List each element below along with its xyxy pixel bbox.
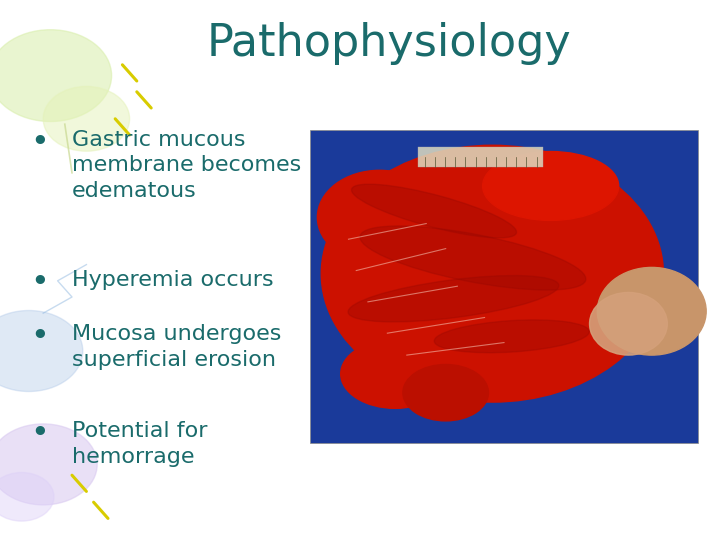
- Text: Gastric mucous
membrane becomes
edematous: Gastric mucous membrane becomes edematou…: [72, 130, 301, 201]
- Circle shape: [0, 424, 97, 505]
- FancyBboxPatch shape: [418, 147, 543, 167]
- Ellipse shape: [434, 320, 589, 353]
- Circle shape: [0, 310, 83, 392]
- Ellipse shape: [403, 364, 488, 421]
- Circle shape: [0, 472, 54, 521]
- Circle shape: [43, 86, 130, 151]
- Ellipse shape: [348, 275, 559, 322]
- Ellipse shape: [598, 267, 706, 355]
- Ellipse shape: [590, 293, 667, 355]
- Text: •: •: [31, 270, 48, 296]
- Ellipse shape: [318, 170, 442, 264]
- Text: •: •: [31, 421, 48, 447]
- Ellipse shape: [321, 145, 663, 402]
- Ellipse shape: [341, 340, 449, 408]
- Ellipse shape: [351, 184, 516, 238]
- Text: •: •: [31, 130, 48, 156]
- Text: Hyperemia occurs: Hyperemia occurs: [72, 270, 274, 290]
- Text: Mucosa undergoes
superficial erosion: Mucosa undergoes superficial erosion: [72, 324, 282, 369]
- Ellipse shape: [360, 226, 586, 290]
- Text: •: •: [31, 324, 48, 350]
- FancyBboxPatch shape: [310, 130, 698, 443]
- Text: Potential for
hemorrage: Potential for hemorrage: [72, 421, 207, 467]
- Ellipse shape: [482, 152, 618, 220]
- Text: Pathophysiology: Pathophysiology: [207, 22, 571, 65]
- Circle shape: [0, 30, 112, 122]
